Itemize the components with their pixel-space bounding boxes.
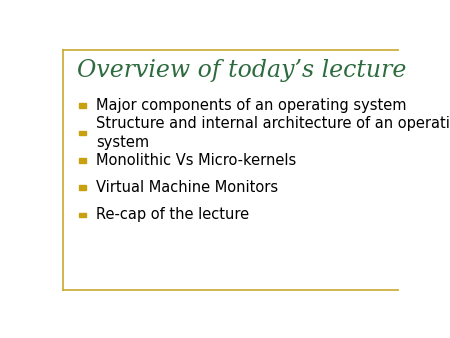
Text: Overview of today’s lecture: Overview of today’s lecture <box>77 59 406 82</box>
Text: Virtual University: Virtual University <box>376 322 419 327</box>
Text: Major components of an operating system: Major components of an operating system <box>96 98 407 113</box>
FancyBboxPatch shape <box>79 213 86 217</box>
Text: Re-cap of the lecture: Re-cap of the lecture <box>96 208 249 222</box>
Text: Monolithic Vs Micro-kernels: Monolithic Vs Micro-kernels <box>96 153 297 168</box>
FancyBboxPatch shape <box>79 130 86 135</box>
Text: Virtual Machine Monitors: Virtual Machine Monitors <box>96 180 279 195</box>
FancyBboxPatch shape <box>79 103 86 108</box>
Text: Structure and internal architecture of an operating
system: Structure and internal architecture of a… <box>96 116 450 150</box>
FancyBboxPatch shape <box>79 185 86 190</box>
FancyBboxPatch shape <box>79 158 86 163</box>
Text: VU: VU <box>373 302 405 320</box>
